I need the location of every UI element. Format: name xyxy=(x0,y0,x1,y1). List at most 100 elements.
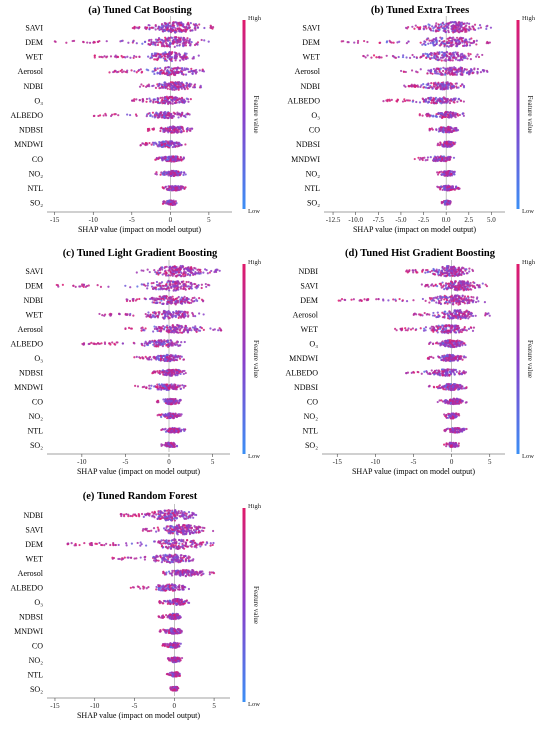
shap-point xyxy=(152,370,155,373)
shap-point xyxy=(164,127,167,130)
shap-point xyxy=(190,40,193,44)
shap-point xyxy=(452,141,455,144)
x-tick-label: -12.5 xyxy=(326,216,341,224)
feature-label: SAVI xyxy=(25,23,43,32)
shap-point xyxy=(186,312,189,315)
shap-point xyxy=(118,313,121,316)
shap-point xyxy=(465,71,469,74)
shap-point xyxy=(386,98,389,101)
shap-point xyxy=(428,39,431,42)
shap-point xyxy=(143,342,146,345)
shap-point xyxy=(177,143,180,146)
shap-point xyxy=(137,27,140,30)
shap-point xyxy=(438,115,442,118)
shap-point xyxy=(166,53,169,56)
shap-point xyxy=(149,100,152,103)
shap-point xyxy=(158,298,161,301)
shap-point xyxy=(152,98,155,101)
shap-point xyxy=(453,55,456,58)
shap-point xyxy=(153,385,156,388)
shap-point xyxy=(185,280,188,284)
shap-point xyxy=(448,127,451,130)
shap-point xyxy=(188,41,191,45)
shap-point xyxy=(407,40,410,43)
shap-point xyxy=(209,26,212,29)
shap-point xyxy=(175,186,178,189)
shap-point xyxy=(452,84,455,88)
shap-point xyxy=(193,84,196,87)
shap-point xyxy=(172,202,175,206)
shap-point xyxy=(156,67,159,70)
shap-point xyxy=(173,144,176,147)
shap-point xyxy=(167,97,170,100)
shap-point xyxy=(164,36,167,39)
shap-point xyxy=(446,81,449,84)
shap-point xyxy=(170,266,174,270)
shap-point xyxy=(174,189,177,192)
shap-point xyxy=(434,24,437,27)
shap-point xyxy=(427,26,430,29)
shap-point xyxy=(169,156,173,159)
shap-point xyxy=(162,44,165,47)
shap-point xyxy=(489,26,493,29)
feature-label: DEM xyxy=(302,38,320,47)
shap-point xyxy=(133,342,136,345)
shap-point xyxy=(455,85,458,88)
shap-point xyxy=(138,297,141,301)
shap-point xyxy=(449,82,452,85)
feature-swarm xyxy=(436,184,461,192)
shap-point xyxy=(173,288,176,291)
shap-point xyxy=(188,301,191,305)
shap-point xyxy=(457,98,460,101)
shap-point xyxy=(186,315,190,318)
shap-point xyxy=(152,127,155,130)
shap-point xyxy=(198,23,201,26)
shap-point xyxy=(424,25,427,29)
shap-point xyxy=(199,272,202,275)
shap-point xyxy=(451,113,454,117)
shap-point xyxy=(152,54,155,57)
shap-point xyxy=(159,284,162,288)
shap-point xyxy=(469,58,472,61)
shap-point xyxy=(392,41,395,44)
shap-point xyxy=(149,313,152,316)
shap-point xyxy=(138,356,141,359)
shap-point xyxy=(173,356,177,359)
shap-point xyxy=(156,114,160,117)
shap-point xyxy=(433,70,437,73)
shap-point xyxy=(108,342,111,345)
shap-point xyxy=(421,158,424,162)
shap-point xyxy=(152,43,155,46)
x-tick-label: 0.0 xyxy=(442,216,451,224)
shap-point xyxy=(161,316,164,319)
shap-point xyxy=(184,143,187,146)
shap-point xyxy=(166,99,169,102)
shap-point xyxy=(101,314,104,317)
shap-point xyxy=(363,39,366,43)
shap-point xyxy=(437,82,440,85)
shap-point xyxy=(447,131,451,134)
shap-point xyxy=(445,22,448,25)
shap-point xyxy=(178,97,181,100)
feature-label: SAVI xyxy=(302,23,320,32)
shap-point xyxy=(442,51,445,54)
shap-point xyxy=(413,157,416,161)
shap-point xyxy=(459,99,463,102)
shap-point xyxy=(92,342,95,345)
shap-point xyxy=(155,173,158,176)
shap-point xyxy=(173,285,177,288)
shap-point xyxy=(461,112,465,115)
shap-point xyxy=(181,326,184,329)
x-tick-label: -7.5 xyxy=(373,216,385,224)
shap-point xyxy=(158,82,161,86)
shap-point xyxy=(166,54,169,58)
shap-point xyxy=(158,114,161,117)
shap-point xyxy=(397,55,400,59)
shap-point xyxy=(156,301,159,304)
shap-point xyxy=(435,102,438,105)
shap-point xyxy=(178,357,182,360)
shap-point xyxy=(140,83,143,86)
shap-point xyxy=(163,287,166,290)
feature-swarm xyxy=(362,50,484,63)
